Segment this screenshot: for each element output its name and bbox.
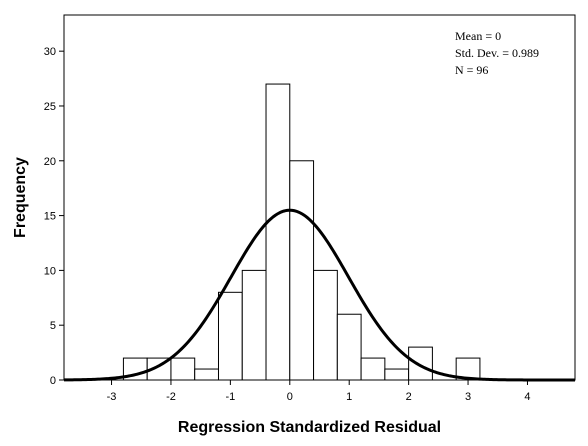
- stats-box: Mean = 0 Std. Dev. = 0.989 N = 96: [455, 29, 539, 77]
- x-tick-label: -3: [107, 391, 117, 403]
- histogram-bar: [313, 269, 338, 381]
- plot-frame: [63, 14, 576, 381]
- y-axis-title: Frequency: [12, 157, 29, 238]
- x-tick-label: 3: [465, 391, 471, 403]
- y-tick-label: 20: [44, 156, 56, 168]
- y-tick-label: 30: [44, 46, 56, 58]
- histogram-bar: [384, 368, 410, 381]
- x-tick-label: 0: [287, 391, 293, 403]
- x-axis-ticks: -3 -2 -1 0 1 2 3 4: [107, 380, 531, 403]
- stats-line: N = 96: [455, 63, 488, 77]
- x-tick-label: 1: [346, 391, 352, 403]
- x-tick-label: 4: [524, 391, 530, 403]
- histogram-bar: [194, 368, 219, 381]
- y-tick-label: 10: [44, 265, 56, 277]
- y-tick-label: 0: [50, 375, 56, 387]
- histogram-bar: [170, 357, 196, 381]
- stats-line: Mean = 0: [455, 29, 501, 43]
- histogram-bar: [217, 291, 243, 381]
- y-axis-ticks: 0 5 10 15 20 25 30: [44, 46, 64, 387]
- histogram-bar: [408, 346, 433, 381]
- histogram-bar: [336, 313, 362, 381]
- x-tick-label: -2: [166, 391, 176, 403]
- y-tick-label: 5: [50, 320, 56, 332]
- x-tick-label: -1: [225, 391, 235, 403]
- histogram-bar: [289, 160, 315, 381]
- x-axis-title: Regression Standardized Residual: [178, 419, 441, 436]
- y-tick-label: 25: [44, 101, 56, 113]
- histogram-bar: [265, 83, 291, 381]
- x-tick-label: 2: [406, 391, 412, 403]
- histogram-bars: [122, 83, 481, 381]
- normal-curve: [63, 208, 575, 382]
- histogram-bar: [360, 357, 386, 381]
- stats-line: Std. Dev. = 0.989: [455, 46, 539, 60]
- y-tick-label: 15: [44, 211, 56, 223]
- histogram-bar: [241, 269, 267, 381]
